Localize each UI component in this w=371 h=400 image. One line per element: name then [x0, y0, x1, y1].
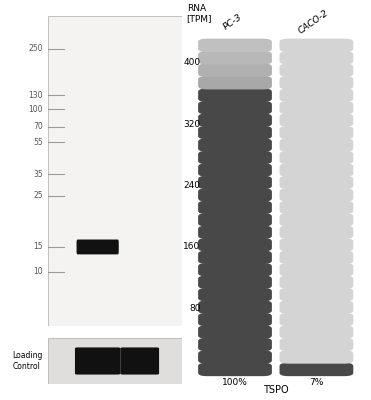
FancyBboxPatch shape — [75, 348, 120, 374]
FancyBboxPatch shape — [279, 163, 353, 177]
Text: 320: 320 — [184, 120, 201, 129]
FancyBboxPatch shape — [279, 226, 353, 239]
Text: 130: 130 — [29, 90, 43, 100]
FancyBboxPatch shape — [198, 101, 272, 114]
Text: PC-3: PC-3 — [221, 12, 243, 31]
FancyBboxPatch shape — [279, 126, 353, 139]
Text: 55: 55 — [33, 138, 43, 147]
Text: 100: 100 — [29, 104, 43, 114]
FancyBboxPatch shape — [279, 276, 353, 289]
FancyBboxPatch shape — [279, 88, 353, 102]
FancyBboxPatch shape — [48, 16, 182, 326]
FancyBboxPatch shape — [279, 350, 353, 364]
FancyBboxPatch shape — [279, 151, 353, 164]
FancyBboxPatch shape — [198, 350, 272, 364]
Text: 35: 35 — [33, 170, 43, 178]
FancyBboxPatch shape — [198, 313, 272, 326]
FancyBboxPatch shape — [279, 138, 353, 152]
FancyBboxPatch shape — [279, 213, 353, 226]
FancyBboxPatch shape — [198, 64, 272, 77]
FancyBboxPatch shape — [198, 213, 272, 226]
FancyBboxPatch shape — [279, 338, 353, 351]
FancyBboxPatch shape — [198, 325, 272, 339]
FancyBboxPatch shape — [279, 51, 353, 64]
Text: 250: 250 — [29, 44, 43, 53]
FancyBboxPatch shape — [198, 138, 272, 152]
Text: 80: 80 — [189, 304, 201, 313]
FancyBboxPatch shape — [279, 188, 353, 202]
Text: 160: 160 — [183, 242, 201, 251]
FancyBboxPatch shape — [198, 276, 272, 289]
FancyBboxPatch shape — [198, 76, 272, 90]
FancyBboxPatch shape — [76, 240, 119, 254]
FancyBboxPatch shape — [198, 250, 272, 264]
FancyBboxPatch shape — [279, 176, 353, 189]
Text: Loading
Control: Loading Control — [13, 351, 43, 371]
FancyBboxPatch shape — [279, 238, 353, 252]
FancyBboxPatch shape — [198, 338, 272, 351]
FancyBboxPatch shape — [198, 201, 272, 214]
FancyBboxPatch shape — [279, 39, 353, 52]
FancyBboxPatch shape — [198, 88, 272, 102]
Text: 10: 10 — [33, 267, 43, 276]
Text: 70: 70 — [33, 122, 43, 132]
FancyBboxPatch shape — [198, 288, 272, 301]
Text: TSPO: TSPO — [263, 385, 289, 395]
FancyBboxPatch shape — [279, 76, 353, 90]
FancyBboxPatch shape — [198, 238, 272, 252]
FancyBboxPatch shape — [279, 300, 353, 314]
Text: 25: 25 — [33, 191, 43, 200]
FancyBboxPatch shape — [198, 151, 272, 164]
FancyBboxPatch shape — [279, 114, 353, 127]
FancyBboxPatch shape — [198, 363, 272, 376]
Text: Low: Low — [141, 342, 158, 350]
FancyBboxPatch shape — [198, 114, 272, 127]
FancyBboxPatch shape — [198, 263, 272, 276]
FancyBboxPatch shape — [120, 348, 159, 374]
Text: CACO-2: CACO-2 — [297, 8, 331, 35]
Text: 240: 240 — [184, 181, 201, 190]
Text: 400: 400 — [184, 58, 201, 68]
FancyBboxPatch shape — [198, 51, 272, 64]
FancyBboxPatch shape — [198, 39, 272, 52]
FancyBboxPatch shape — [198, 163, 272, 177]
FancyBboxPatch shape — [279, 325, 353, 339]
Text: 7%: 7% — [309, 378, 324, 388]
FancyBboxPatch shape — [279, 101, 353, 114]
FancyBboxPatch shape — [279, 313, 353, 326]
FancyBboxPatch shape — [279, 250, 353, 264]
FancyBboxPatch shape — [48, 338, 182, 384]
FancyBboxPatch shape — [279, 201, 353, 214]
FancyBboxPatch shape — [279, 64, 353, 77]
FancyBboxPatch shape — [198, 176, 272, 189]
Text: 100%: 100% — [222, 378, 248, 388]
FancyBboxPatch shape — [279, 263, 353, 276]
Text: High: High — [100, 342, 119, 350]
FancyBboxPatch shape — [279, 363, 353, 376]
FancyBboxPatch shape — [198, 126, 272, 139]
FancyBboxPatch shape — [279, 288, 353, 301]
Text: 15: 15 — [33, 242, 43, 252]
FancyBboxPatch shape — [198, 226, 272, 239]
Text: RNA
[TPM]: RNA [TPM] — [187, 4, 212, 23]
FancyBboxPatch shape — [198, 300, 272, 314]
FancyBboxPatch shape — [198, 188, 272, 202]
